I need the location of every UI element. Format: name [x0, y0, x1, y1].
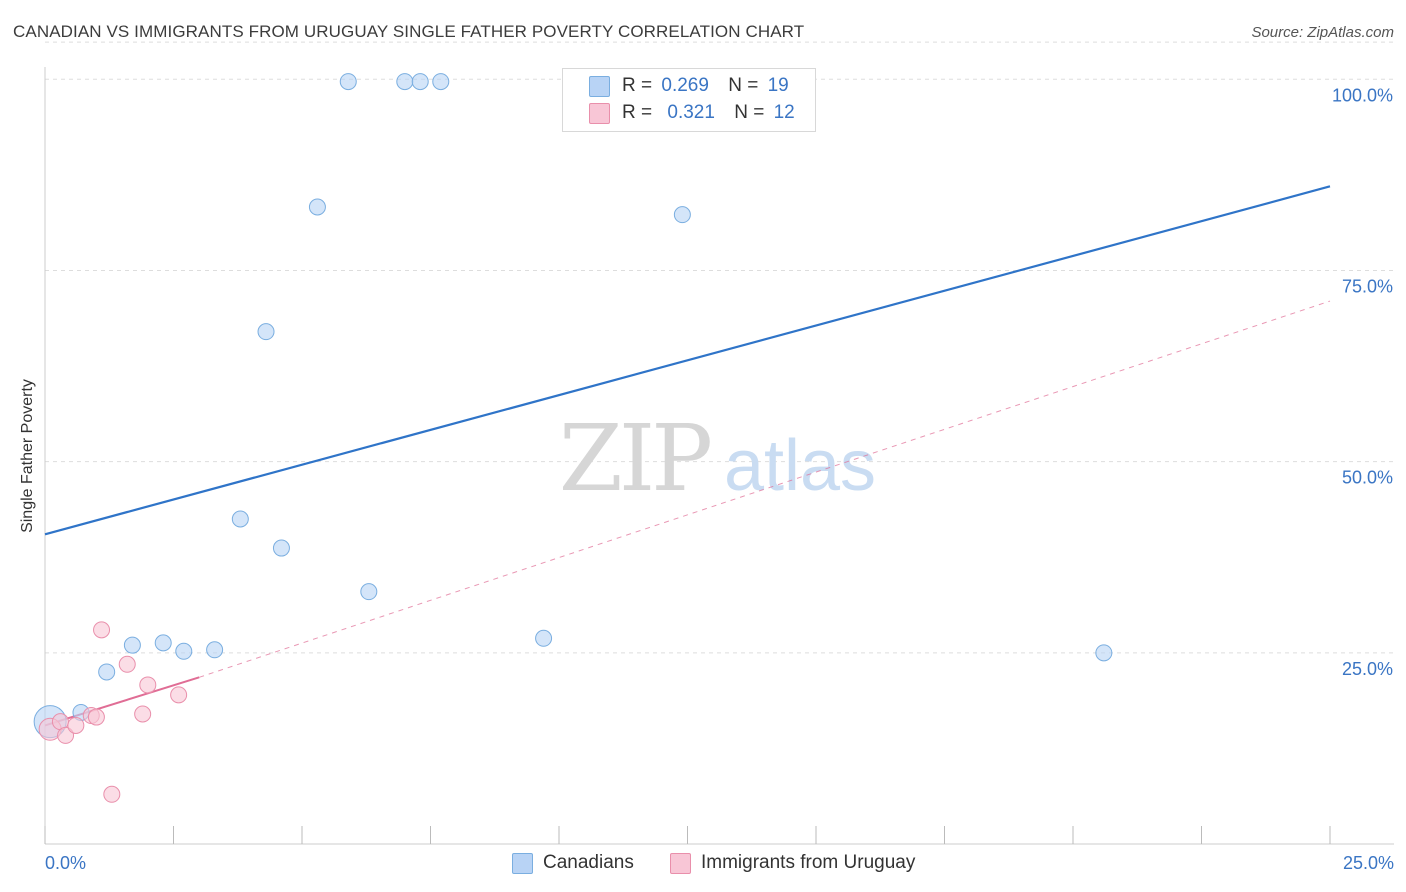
canadians-point: [98, 663, 116, 681]
x-tick-label-min: 0.0%: [45, 853, 86, 873]
canadians-point: [339, 73, 357, 91]
watermark-atlas: atlas: [724, 426, 876, 506]
canadians-swatch: [589, 76, 610, 97]
uruguay-legend-swatch: [670, 853, 691, 874]
stats-legend: R = 0.269 N = 19 R = 0.321 N = 12: [562, 68, 816, 132]
canadians-point: [231, 510, 249, 528]
canadians-point: [432, 73, 450, 91]
uruguay-point: [93, 621, 111, 639]
canadians-point: [673, 206, 691, 224]
legend-label-uruguay: Immigrants from Uruguay: [701, 852, 916, 873]
uruguay-point: [67, 716, 85, 734]
source-label: Source: ZipAtlas.com: [1251, 24, 1394, 41]
r-value-canadians: 0.269: [661, 75, 709, 96]
canadians-point: [396, 73, 414, 91]
canadians-point: [360, 583, 378, 601]
y-tick-label: 50.0%: [1342, 468, 1393, 488]
points-layer: [33, 73, 1113, 803]
canadians-point: [206, 641, 224, 659]
legend-label-canadians: Canadians: [543, 852, 634, 873]
tick-labels: 25.0% 50.0% 75.0% 100.0% 0.0% 25.0%: [45, 85, 1394, 873]
canadians-point: [535, 629, 553, 647]
canadians-point: [123, 636, 141, 654]
uruguay-point: [118, 655, 136, 673]
canadians-point: [154, 634, 172, 652]
watermark-zip: ZIP: [559, 405, 710, 512]
uruguay-point: [139, 676, 157, 694]
trend-layer: [44, 185, 1331, 727]
canadians-point: [1095, 644, 1113, 662]
n-label: N =: [728, 75, 759, 96]
canadians-point: [257, 323, 275, 341]
grid-layer: [45, 41, 1394, 654]
canadians-point: [308, 198, 326, 216]
r-value-uruguay: 0.321: [667, 102, 715, 123]
x-tick-label-max: 25.0%: [1343, 853, 1394, 873]
canadians-trend-line: [44, 185, 1331, 536]
r-label: R =: [622, 102, 653, 123]
axis-layer: [44, 67, 1394, 845]
n-label: N =: [734, 102, 765, 123]
uruguay-point: [103, 785, 121, 803]
uruguay-swatch: [589, 103, 610, 124]
uruguay-point: [57, 726, 75, 744]
n-value-uruguay: 12: [773, 102, 795, 123]
canadians-legend-swatch: [512, 853, 533, 874]
chart-title: CANADIAN VS IMMIGRANTS FROM URUGUAY SING…: [13, 22, 805, 41]
uruguay-point: [170, 686, 188, 704]
y-tick-label: 100.0%: [1332, 85, 1393, 105]
canadians-point: [175, 642, 193, 660]
uruguay-trend-line: [44, 676, 200, 727]
uruguay-point: [87, 708, 105, 726]
canadians-point: [411, 73, 429, 91]
n-value-canadians: 19: [767, 75, 789, 96]
r-label: R =: [622, 75, 653, 96]
y-tick-label: 25.0%: [1342, 659, 1393, 679]
uruguay-trend-extension: [199, 300, 1331, 678]
watermark: ZIP atlas: [559, 405, 876, 512]
canadians-point: [272, 539, 290, 557]
uruguay-point: [134, 705, 152, 723]
y-tick-label: 75.0%: [1342, 276, 1393, 296]
